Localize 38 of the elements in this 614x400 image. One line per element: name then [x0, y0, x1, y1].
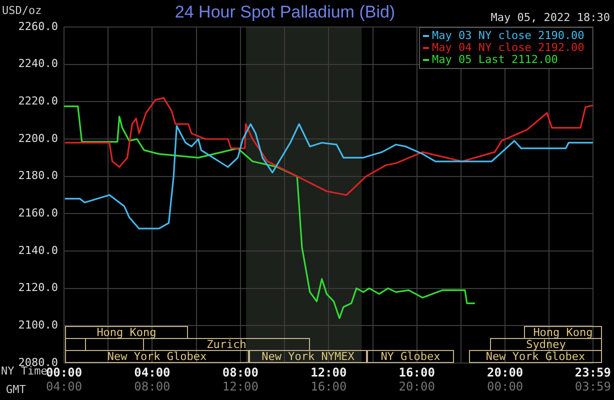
y-tick-label: 2160.0 [18, 206, 58, 220]
x-tick-label: 23:59 [574, 365, 611, 380]
legend-label: May 04 NY close 2192.00 [432, 40, 584, 54]
x2-tick-label: 20:00 [398, 379, 435, 394]
text: May 05, 2022 18:30 [490, 10, 610, 24]
annotation: Hong Kong [524, 326, 602, 339]
x2-tick-label: 03:59 [574, 379, 611, 394]
y-tick-label: 2260.0 [18, 20, 58, 33]
y-tick-label: 2240.0 [18, 57, 58, 70]
y-axis-title: USD/oz [2, 4, 42, 17]
annotation: NY Globex [367, 350, 454, 363]
y-tick-label: 2180.0 [18, 169, 58, 182]
annotation: New York NYMEX [249, 350, 367, 363]
annotation: New York Globex [65, 350, 249, 363]
annotation: New York Globex [469, 350, 602, 363]
y-tick-label: 2200.0 [18, 132, 58, 145]
chart-title: 24 Hour Spot Palladium (Bid) [174, 2, 396, 22]
y-tick-label: 2140.0 [18, 244, 58, 257]
annotation: Hong Kong [65, 326, 188, 339]
x-tick-label: 16:00 [398, 365, 435, 380]
x2-tick-label: 16:00 [310, 379, 347, 394]
x2-axis-title: GMT [6, 382, 26, 396]
x2-tick-label: 08:00 [134, 379, 170, 394]
legend-label: May 05 Last 2112.00 [432, 52, 558, 66]
x2-tick-label: 12:00 [222, 379, 258, 394]
y-tick-label: 2100.0 [18, 318, 58, 332]
y-tick-label: 2220.0 [18, 94, 58, 108]
annotation: Zurich [143, 338, 310, 351]
x-tick-label: 00:00 [46, 365, 82, 380]
annotation: Sydney [490, 338, 602, 351]
x-tick-label: 20:00 [487, 365, 524, 380]
legend-label: May 03 NY close 2190.00 [432, 28, 584, 42]
x-tick-label: 08:00 [222, 365, 258, 380]
y-tick-label: 2120.0 [18, 281, 58, 294]
x2-tick-label: 00:00 [487, 379, 524, 394]
x2-tick-label: 04:00 [46, 379, 82, 394]
x-tick-label: 04:00 [134, 365, 170, 380]
x-tick-label: 12:00 [310, 365, 347, 380]
